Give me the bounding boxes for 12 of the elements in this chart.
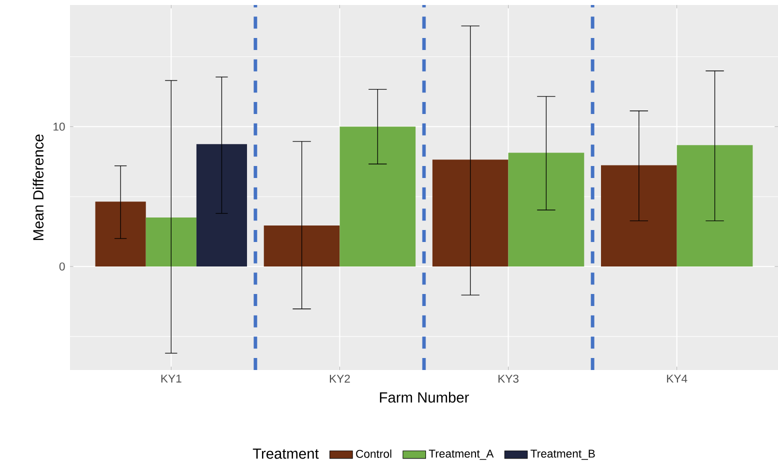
- y-tick-label: 0: [59, 262, 65, 271]
- legend-label: Control: [356, 450, 392, 458]
- x-tick-label: KY3: [498, 374, 519, 383]
- legend-label: Treatment_B: [530, 450, 595, 460]
- legend-label: Treatment_A: [428, 450, 494, 460]
- legend-title: Treatment: [252, 448, 319, 459]
- x-axis-title: Farm Number: [380, 392, 469, 403]
- x-tick-label: KY1: [161, 374, 182, 382]
- x-tick-label: KY4: [667, 374, 688, 382]
- y-tick-label: 10: [54, 122, 65, 131]
- y-axis-title: Mean Difference: [32, 134, 44, 240]
- x-tick-label: KY2: [330, 374, 350, 383]
